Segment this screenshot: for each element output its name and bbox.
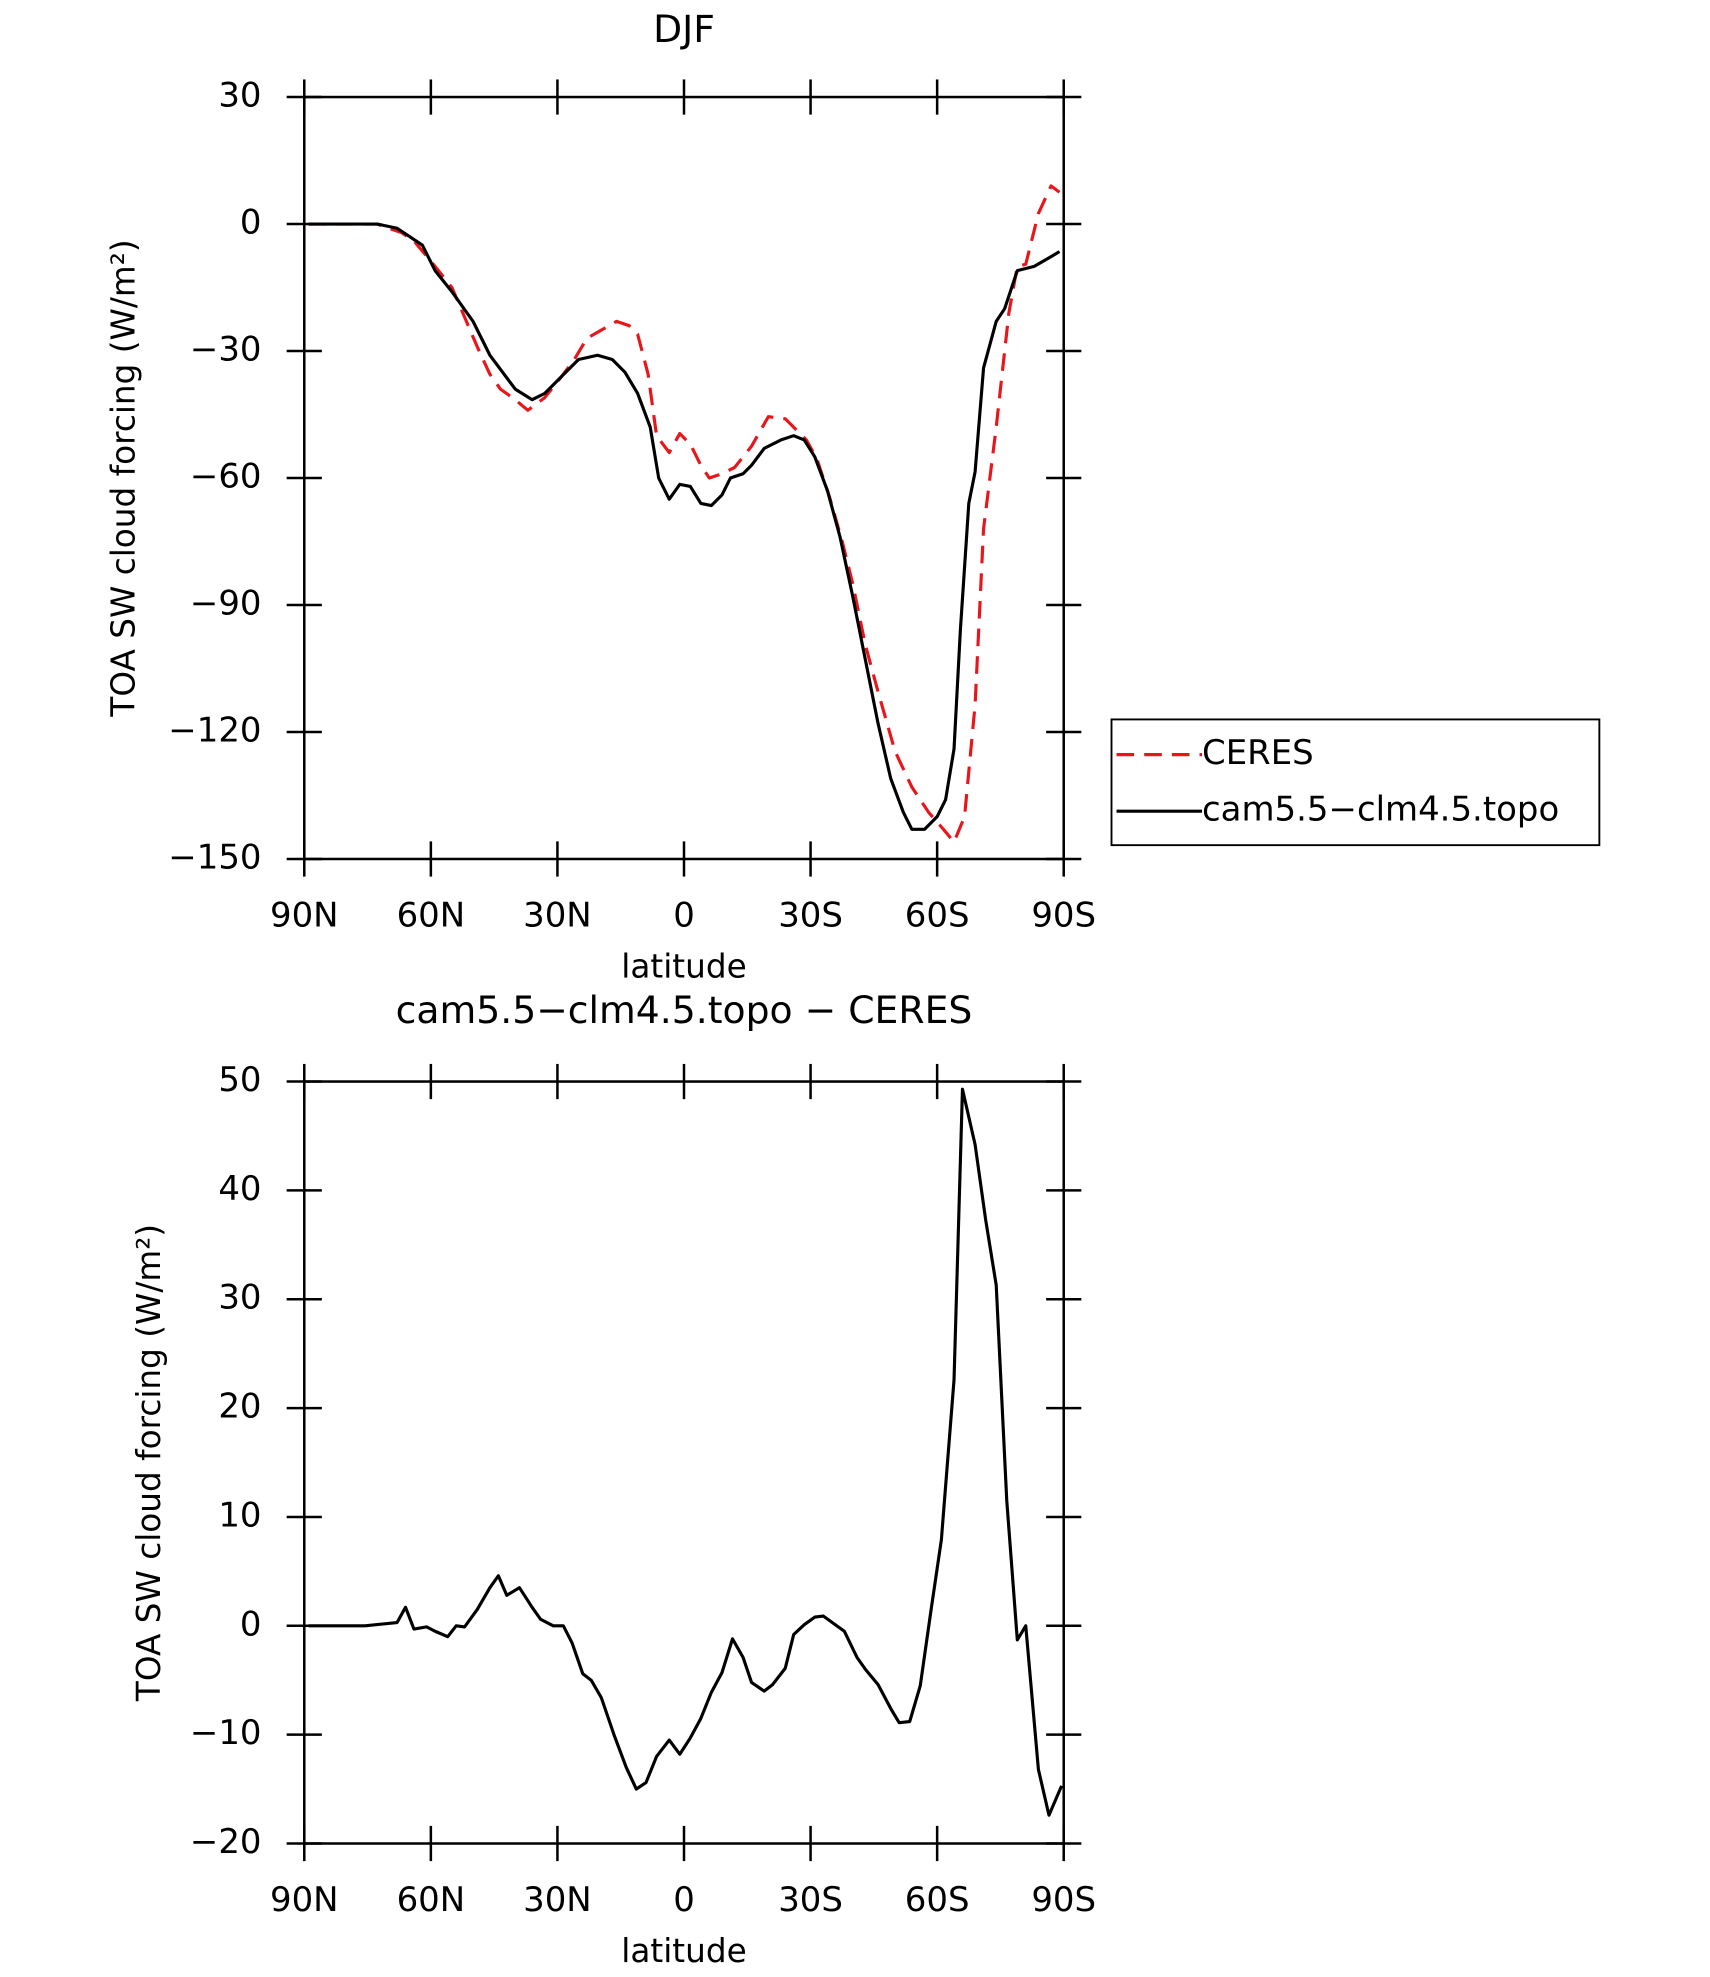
- x-tick-label: 60S: [905, 895, 970, 935]
- plot-frame: [303, 1080, 1065, 1845]
- y-tick-label: 20: [218, 1387, 261, 1427]
- y-tick-label: −120: [168, 711, 261, 751]
- y-tick-label: 10: [218, 1495, 261, 1535]
- legend-box: [1110, 718, 1601, 847]
- series-line: [308, 222, 1061, 831]
- y-tick-label: 50: [218, 1060, 261, 1100]
- chart-title: cam5.5−clm4.5.topo − CERES: [396, 988, 973, 1032]
- x-tick-label: 30S: [778, 1880, 843, 1920]
- series-line: [308, 184, 1061, 844]
- y-tick-label: −60: [190, 457, 262, 497]
- x-tick-label: 90S: [1031, 1880, 1096, 1920]
- y-tick-label: −20: [190, 1822, 262, 1862]
- x-tick-label: 30N: [523, 1880, 592, 1920]
- y-tick-label: −150: [168, 837, 261, 877]
- x-tick-label: 90S: [1031, 895, 1096, 935]
- x-tick-label: 90N: [270, 1880, 339, 1920]
- x-tick-label: 30N: [523, 895, 592, 935]
- x-tick-label: 0: [673, 1880, 695, 1920]
- x-tick-label: 60S: [905, 1880, 970, 1920]
- series-line: [308, 1087, 1064, 1817]
- x-tick-label: 0: [673, 895, 695, 935]
- y-axis-label: TOA SW cloud forcing (W/m²): [130, 1224, 168, 1702]
- y-tick-label: 40: [218, 1169, 261, 1209]
- legend-label: cam5.5−clm4.5.topo: [1202, 790, 1559, 830]
- y-tick-label: −10: [190, 1713, 262, 1753]
- chart-title: DJF: [653, 7, 715, 51]
- y-axis-label: TOA SW cloud forcing (W/m²): [105, 239, 143, 717]
- y-tick-label: 0: [240, 1604, 262, 1644]
- x-tick-label: 60N: [397, 1880, 466, 1920]
- x-tick-label: 90N: [270, 895, 339, 935]
- legend-label: CERES: [1202, 733, 1314, 773]
- y-tick-label: 30: [218, 1278, 261, 1318]
- y-tick-label: −90: [190, 584, 262, 624]
- x-axis-label: latitude: [621, 1932, 746, 1970]
- plot-frame: [303, 95, 1065, 861]
- x-axis-label: latitude: [621, 947, 746, 985]
- y-tick-label: 30: [218, 76, 261, 116]
- y-tick-label: 0: [240, 203, 262, 243]
- x-tick-label: 30S: [778, 895, 843, 935]
- x-tick-label: 60N: [397, 895, 466, 935]
- y-tick-label: −30: [190, 330, 262, 370]
